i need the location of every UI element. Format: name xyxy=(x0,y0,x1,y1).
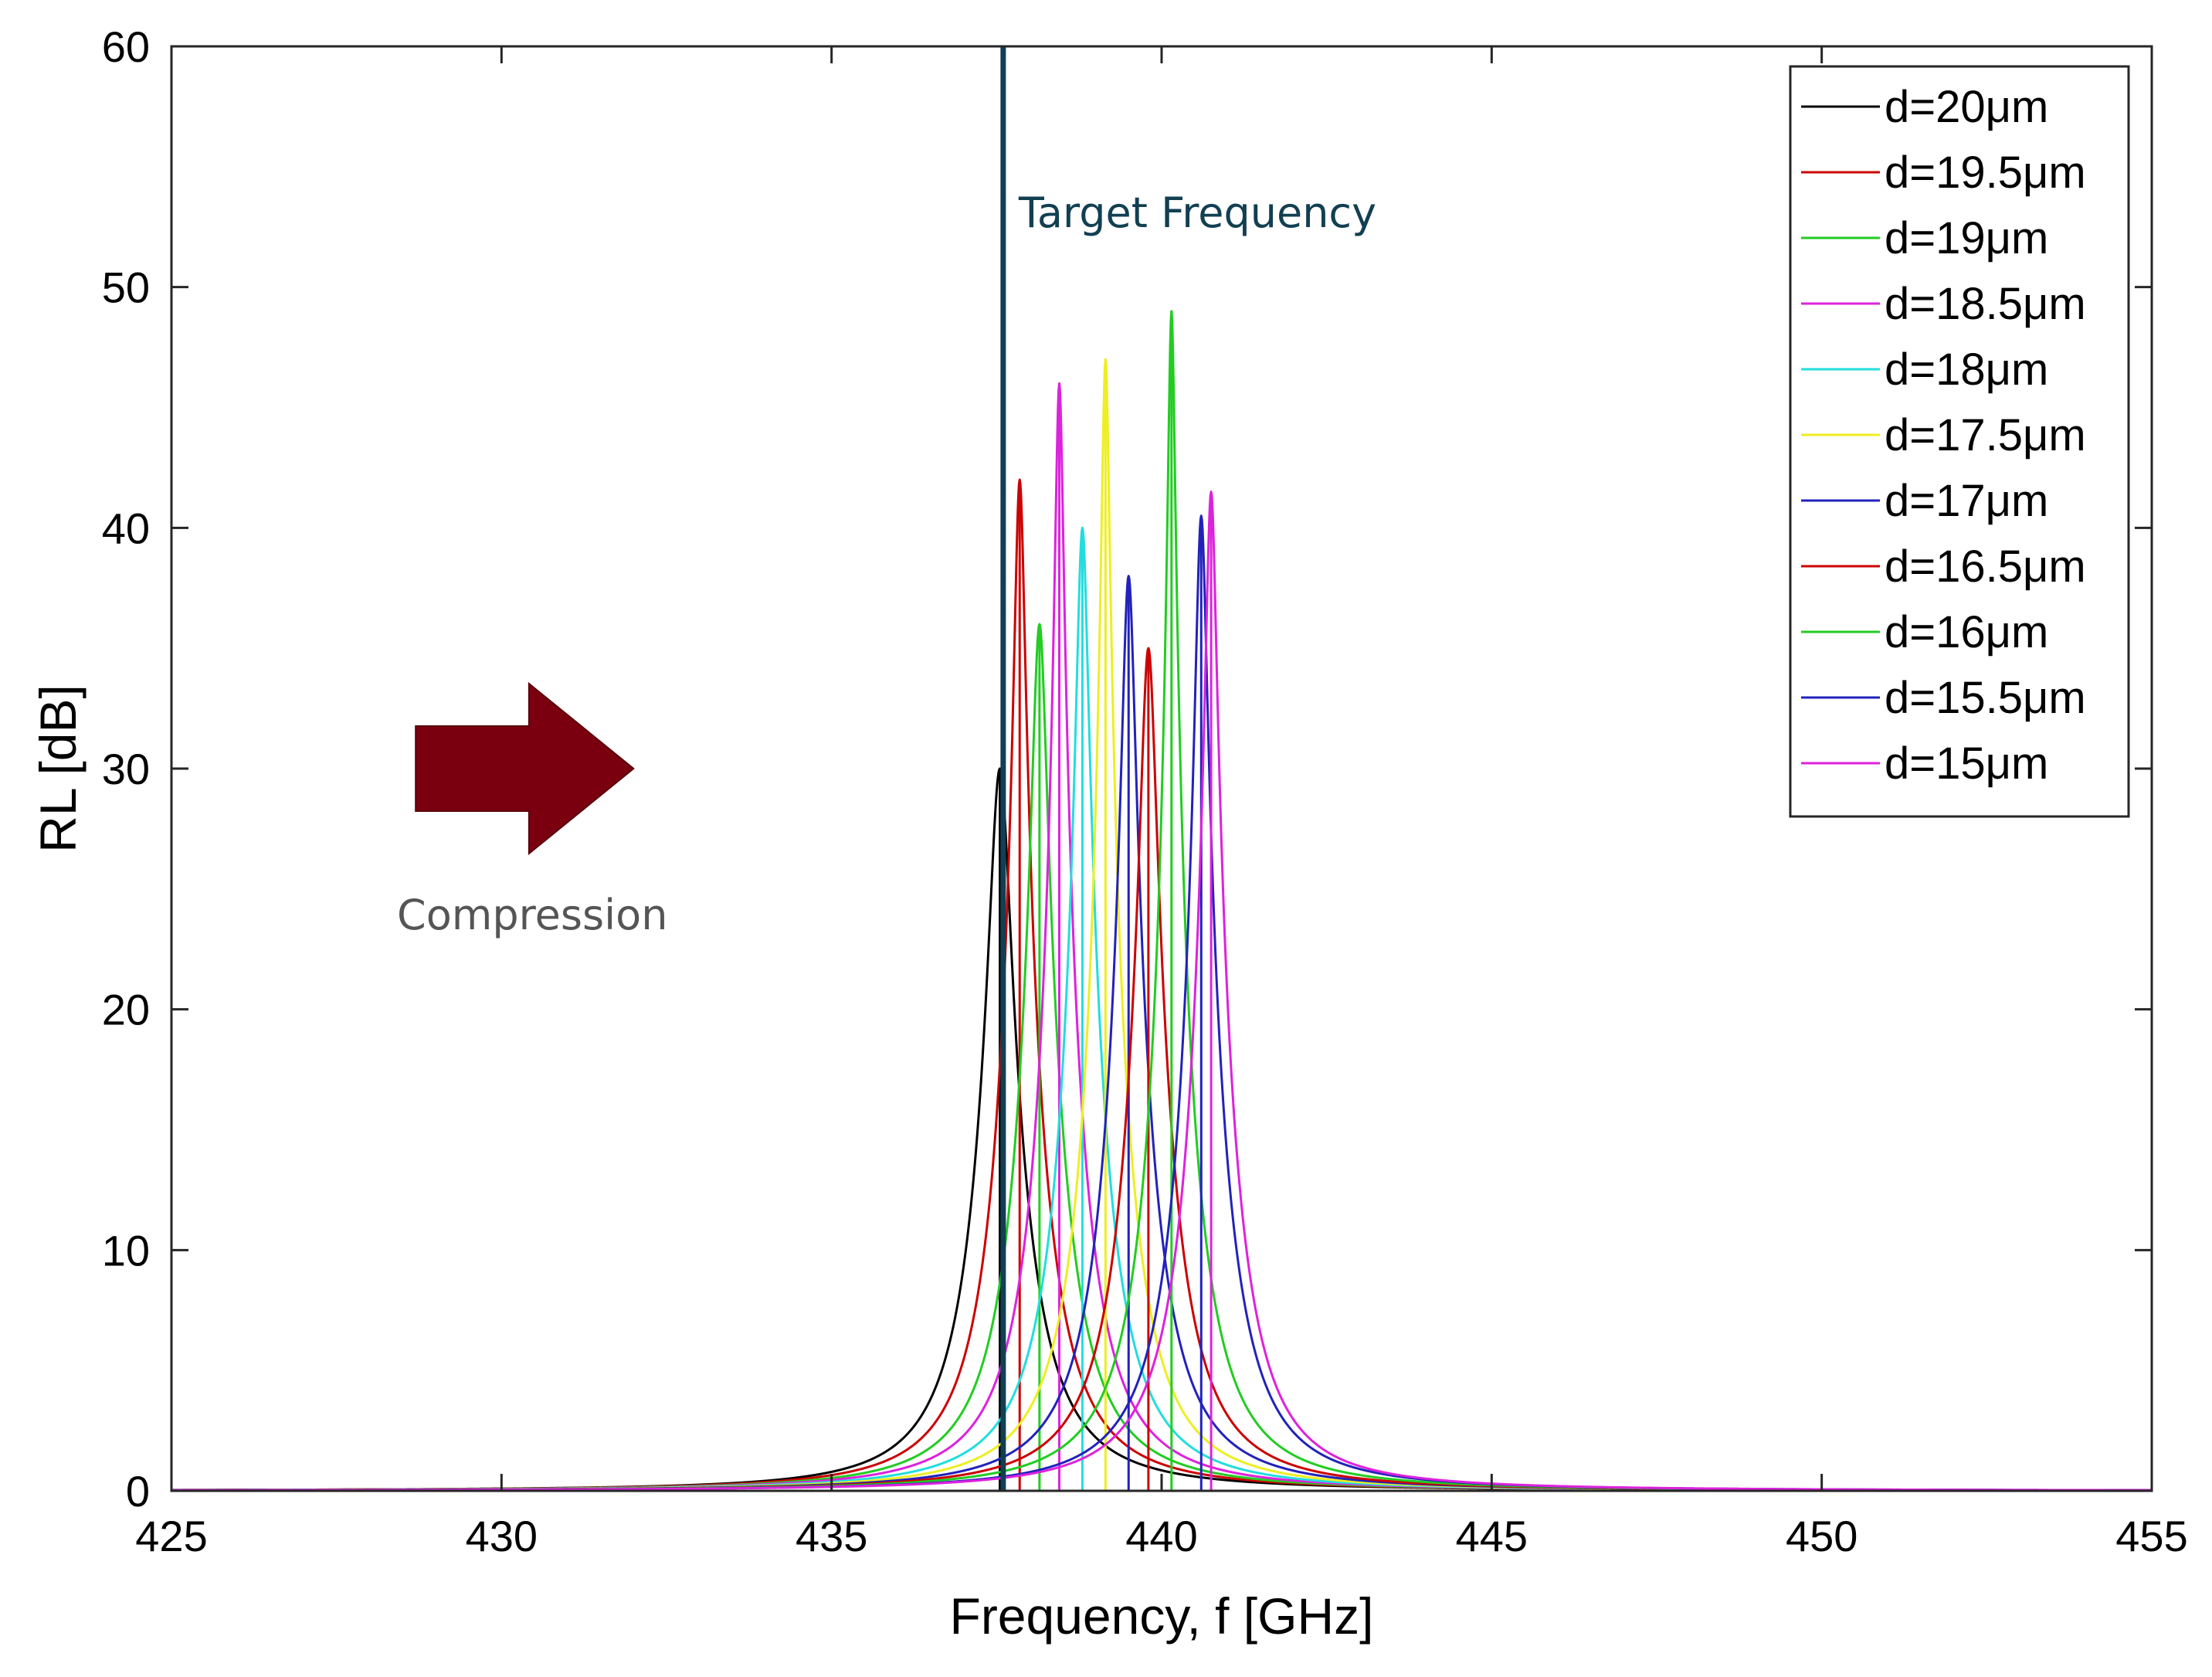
x-tick-label-440: 440 xyxy=(1125,1512,1197,1560)
y-tick-label-60: 60 xyxy=(102,22,150,71)
legend-box xyxy=(1789,65,2130,818)
legend-label-7: d=17μm xyxy=(1885,476,2048,526)
legend-label-3: d=19μm xyxy=(1885,213,2048,263)
x-axis-label: Frequency, f [GHz] xyxy=(950,1587,1374,1645)
legend: d=20μm d=19.5μm d=19μm d=18.5μm d=18μm d=17.5… xyxy=(1789,65,2130,818)
compression-arrow xyxy=(415,681,635,856)
legend-label-6: d=17.5μm xyxy=(1885,410,2086,460)
y-tick-label-30: 30 xyxy=(102,745,150,793)
y-tick-label-40: 40 xyxy=(102,504,150,552)
legend-label-10: d=15.5μm xyxy=(1885,673,2086,723)
annotation-layer: Target Frequency Compression xyxy=(397,46,1376,1491)
x-tick-label-450: 450 xyxy=(1786,1512,1857,1560)
x-tick-label-445: 445 xyxy=(1456,1512,1528,1560)
legend-label-4: d=18.5μm xyxy=(1885,279,2086,329)
y-axis-label: RL [dB] xyxy=(29,684,87,853)
x-tick-label-455: 455 xyxy=(2115,1512,2187,1560)
legend-label-2: d=19.5μm xyxy=(1885,148,2086,198)
x-tick-label-425: 425 xyxy=(135,1512,207,1560)
legend-label-11: d=15μm xyxy=(1885,738,2048,789)
compression-label: Compression xyxy=(397,891,667,939)
legend-label-8: d=16.5μm xyxy=(1885,541,2086,592)
y-tick-label-10: 10 xyxy=(102,1226,150,1275)
legend-label-1: d=20μm xyxy=(1885,82,2048,132)
legend-label-5: d=18μm xyxy=(1885,345,2048,395)
legend-label-9: d=16μm xyxy=(1885,607,2048,657)
axes-layer: 425 430 435 440 445 450 455 0 10 20 30 40 50 60 Freque… xyxy=(29,22,2188,1645)
x-tick-label-430: 430 xyxy=(466,1512,538,1560)
y-tick-label-20: 20 xyxy=(102,986,150,1034)
y-tick-label-50: 50 xyxy=(102,263,150,312)
target-frequency-label: Target Frequency xyxy=(1018,188,1376,237)
x-tick-label-435: 435 xyxy=(796,1512,867,1560)
y-tick-label-0: 0 xyxy=(126,1467,150,1516)
